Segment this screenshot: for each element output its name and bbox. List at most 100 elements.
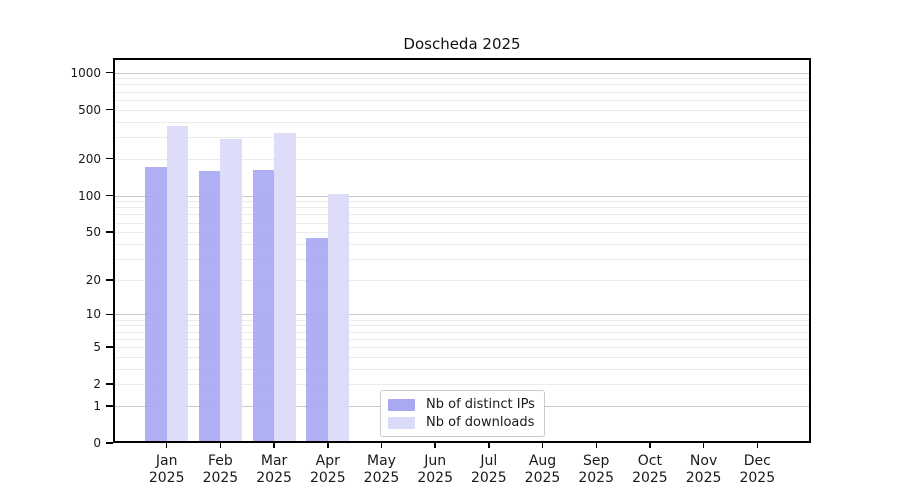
gridline-800 bbox=[113, 84, 811, 86]
y-tick-label-20: 20 bbox=[85, 272, 101, 287]
gridline-50 bbox=[113, 232, 811, 234]
x-tick-oct bbox=[649, 443, 651, 448]
x-tick-month: Aug bbox=[528, 453, 557, 469]
gridline-4 bbox=[113, 356, 811, 358]
x-tick-label-oct: Oct 2025 bbox=[618, 453, 682, 486]
bar-distinct-ips-apr bbox=[306, 237, 328, 443]
y-tick-5 bbox=[106, 346, 113, 348]
bar-downloads-mar bbox=[274, 132, 296, 443]
x-tick-year: 2025 bbox=[578, 469, 614, 486]
x-tick-year: 2025 bbox=[148, 469, 185, 486]
gridline-70 bbox=[113, 214, 811, 216]
bar-distinct-ips-jan bbox=[145, 167, 167, 443]
y-tick-1 bbox=[106, 405, 113, 407]
y-tick-500 bbox=[106, 108, 113, 111]
x-tick-jan bbox=[165, 443, 168, 448]
gridline-2 bbox=[113, 384, 811, 386]
x-tick-mar bbox=[273, 443, 275, 448]
bar-distinct-ips-feb bbox=[198, 170, 221, 443]
plot-area bbox=[113, 58, 811, 443]
y-tick-label-0: 0 bbox=[93, 436, 101, 450]
x-tick-nov bbox=[702, 443, 705, 448]
y-tick-label-50: 50 bbox=[85, 225, 101, 240]
x-tick-month: Nov bbox=[689, 453, 718, 469]
spine-right bbox=[809, 58, 811, 443]
x-tick-year: 2025 bbox=[417, 469, 453, 486]
x-tick-label-mar: Mar 2025 bbox=[242, 453, 306, 486]
y-tick-200 bbox=[106, 157, 113, 160]
gridline-9 bbox=[113, 319, 811, 321]
y-tick-20 bbox=[106, 279, 113, 281]
x-tick-may bbox=[380, 443, 383, 448]
x-tick-label-apr: Apr 2025 bbox=[296, 453, 360, 486]
x-tick-jun bbox=[434, 443, 436, 448]
x-tick-month: Sep bbox=[582, 453, 610, 469]
y-tick-0 bbox=[106, 442, 113, 444]
y-tick-label-5: 5 bbox=[93, 339, 101, 354]
bar-distinct-ips-mar bbox=[252, 169, 275, 443]
x-tick-label-jan: Jan 2025 bbox=[135, 453, 199, 486]
x-tick-month: May bbox=[367, 453, 396, 469]
gridline-20 bbox=[113, 279, 811, 281]
gridline-1000 bbox=[113, 72, 811, 74]
gridline-80 bbox=[113, 207, 811, 209]
x-tick-label-jul: Jul 2025 bbox=[457, 453, 521, 486]
x-tick-label-jun: Jun 2025 bbox=[403, 453, 467, 486]
x-tick-month: Jul bbox=[480, 453, 498, 469]
gridline-30 bbox=[113, 258, 811, 260]
spine-bottom bbox=[113, 441, 811, 443]
x-tick-label-feb: Feb 2025 bbox=[188, 453, 252, 486]
x-tick-feb bbox=[219, 443, 222, 448]
x-tick-aug bbox=[541, 443, 544, 448]
gridline-700 bbox=[113, 91, 811, 93]
x-tick-month: Jan bbox=[155, 453, 178, 469]
y-tick-label-2: 2 bbox=[93, 377, 101, 392]
gridline-40 bbox=[113, 243, 811, 245]
y-tick-label-200: 200 bbox=[78, 151, 101, 166]
x-tick-month: Oct bbox=[637, 453, 662, 469]
bar-downloads-apr bbox=[327, 193, 350, 443]
gridline-5 bbox=[113, 346, 811, 348]
spine-left bbox=[113, 58, 115, 443]
gridline-400 bbox=[113, 121, 811, 123]
x-tick-year: 2025 bbox=[685, 469, 722, 486]
x-tick-year: 2025 bbox=[524, 469, 561, 486]
y-tick-label-100: 100 bbox=[78, 188, 101, 203]
gridline-90 bbox=[113, 201, 811, 203]
legend-row-downloads: Nb of downloads bbox=[388, 414, 536, 431]
y-tick-label-500: 500 bbox=[78, 102, 101, 117]
x-tick-label-nov: Nov 2025 bbox=[672, 453, 736, 486]
y-tick-1000 bbox=[106, 71, 113, 74]
x-tick-label-aug: Aug 2025 bbox=[511, 453, 575, 486]
chart-title: Doscheda 2025 bbox=[403, 35, 521, 53]
gridline-7 bbox=[113, 331, 811, 333]
x-tick-year: 2025 bbox=[202, 469, 239, 486]
x-tick-year: 2025 bbox=[470, 469, 507, 486]
x-tick-year: 2025 bbox=[363, 469, 400, 486]
legend-swatch-distinct-ips bbox=[388, 398, 415, 411]
gridline-500 bbox=[113, 109, 811, 111]
x-tick-label-dec: Dec 2025 bbox=[725, 453, 789, 486]
legend-swatch-downloads bbox=[388, 416, 415, 429]
gridline-6 bbox=[113, 338, 811, 340]
legend: Nb of distinct IPs Nb of downloads bbox=[380, 390, 545, 437]
y-tick-50 bbox=[106, 231, 113, 233]
gridline-100 bbox=[113, 195, 811, 197]
gridline-300 bbox=[113, 136, 811, 138]
x-tick-sep bbox=[595, 443, 597, 448]
x-tick-label-sep: Sep 2025 bbox=[564, 453, 628, 486]
x-tick-jul bbox=[488, 443, 490, 448]
gridlines-layer bbox=[113, 58, 811, 443]
x-tick-label-may: May 2025 bbox=[350, 453, 414, 486]
gridline-600 bbox=[113, 99, 811, 101]
legend-label-downloads: Nb of downloads bbox=[426, 415, 535, 430]
bars-layer bbox=[113, 58, 811, 443]
bar-downloads-feb bbox=[220, 139, 242, 443]
legend-row-distinct-ips: Nb of distinct IPs bbox=[388, 396, 536, 413]
x-tick-month: Dec bbox=[743, 453, 771, 469]
x-tick-dec bbox=[756, 443, 759, 448]
y-tick-label-1000: 1000 bbox=[70, 65, 101, 80]
x-tick-month: Jun bbox=[424, 453, 447, 469]
y-tick-label-10: 10 bbox=[85, 307, 101, 322]
